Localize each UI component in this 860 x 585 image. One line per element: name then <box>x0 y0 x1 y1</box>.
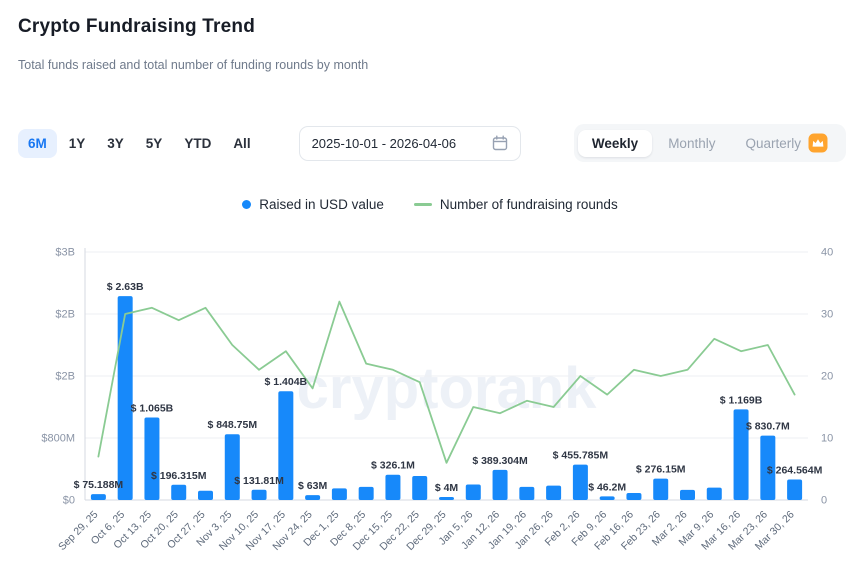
range-tab-ytd[interactable]: YTD <box>174 129 221 158</box>
bar-22[interactable] <box>680 489 695 500</box>
controls-row: 6M 1Y 3Y 5Y YTD All 2025-10-01 - 2026-04… <box>18 124 846 162</box>
chart-legend: Raised in USD value Number of fundraisin… <box>0 197 860 212</box>
bar-label-7: $ 1.404B <box>265 376 308 388</box>
y-right-tick: 0 <box>821 495 827 507</box>
range-tab-6m[interactable]: 6M <box>18 128 57 158</box>
bar-18[interactable] <box>572 464 588 500</box>
interval-tab-monthly[interactable]: Monthly <box>654 130 729 157</box>
bar-8[interactable] <box>305 495 321 500</box>
x-tick-0: Sep 29, 25 <box>56 509 101 554</box>
y-left-tick: $2B <box>55 309 75 321</box>
y-left-tick: $800M <box>41 433 75 445</box>
bar-label-11: $ 326.1M <box>371 460 415 472</box>
bar-12[interactable] <box>412 475 428 500</box>
range-tab-1y[interactable]: 1Y <box>59 129 96 158</box>
legend-label-rounds: Number of fundraising rounds <box>439 197 618 212</box>
legend-item-rounds: Number of fundraising rounds <box>413 197 618 212</box>
interval-tabs: Weekly Monthly Quarterly <box>573 124 846 162</box>
time-range-tabs: 6M 1Y 3Y 5Y YTD All <box>18 128 261 158</box>
bar-label-0: $ 75.188M <box>74 479 124 491</box>
bar-24[interactable] <box>733 409 749 500</box>
bar-14[interactable] <box>465 484 481 501</box>
bar-label-26: $ 264.564M <box>767 464 823 476</box>
bar-label-6: $ 131.81M <box>234 475 284 487</box>
chart-canvas[interactable]: cryptorank $0 $800M $2B $2B $3B 0 10 20 30 40 $ 75.… <box>0 238 860 585</box>
rounds-line[interactable] <box>97 300 796 464</box>
page-subtitle: Total funds raised and total number of f… <box>18 58 369 72</box>
y-left-tick: $2B <box>55 371 75 383</box>
y-left-tick: $0 <box>63 495 75 507</box>
y-left-tick: $3B <box>55 247 75 259</box>
bar-label-5: $ 848.75M <box>207 419 257 431</box>
bar-4[interactable] <box>198 490 213 500</box>
y-right-tick: 10 <box>821 433 833 445</box>
y-right-tick: 20 <box>821 371 833 383</box>
range-tab-5y[interactable]: 5Y <box>136 129 173 158</box>
bar-7[interactable] <box>278 391 294 500</box>
bar-10[interactable] <box>358 486 374 500</box>
fundraising-chart[interactable]: cryptorank $0 $800M $2B $2B $3B 0 10 20 30 40 $ 75.… <box>0 238 860 585</box>
interval-tab-quarterly[interactable]: Quarterly <box>731 127 842 159</box>
calendar-icon <box>492 135 507 151</box>
bar-19[interactable] <box>599 496 615 500</box>
interval-tab-weekly-label: Weekly <box>591 135 639 151</box>
bar-label-8: $ 63M <box>298 480 327 492</box>
bar-label-18: $ 455.785M <box>553 450 609 462</box>
bar-16[interactable] <box>519 486 535 500</box>
bar-label-15: $ 389.304M <box>472 455 528 467</box>
legend-line-rounds <box>413 203 432 206</box>
bar-6[interactable] <box>251 489 267 500</box>
interval-tab-monthly-label: Monthly <box>668 135 716 151</box>
bar-21[interactable] <box>653 478 669 500</box>
bar-11[interactable] <box>385 474 401 500</box>
bar-label-3: $ 196.315M <box>151 470 207 482</box>
date-range-picker[interactable]: 2025-10-01 - 2026-04-06 <box>298 125 521 161</box>
bar-9[interactable] <box>331 488 347 500</box>
bar-26[interactable] <box>787 479 803 500</box>
bar-0[interactable] <box>90 494 106 500</box>
bar-15[interactable] <box>492 469 508 500</box>
bar-23[interactable] <box>706 487 722 500</box>
bar-20[interactable] <box>626 493 642 500</box>
legend-label-raised: Raised in USD value <box>259 197 384 212</box>
bar-25[interactable] <box>760 435 776 500</box>
legend-item-raised: Raised in USD value <box>242 197 384 212</box>
bar-label-25: $ 830.7M <box>746 421 790 433</box>
bar-2[interactable] <box>144 417 160 500</box>
range-tab-all[interactable]: All <box>223 129 260 158</box>
bar-3[interactable] <box>171 484 187 500</box>
bar-label-24: $ 1.169B <box>720 394 763 406</box>
bar-17[interactable] <box>546 485 562 500</box>
bar-1[interactable] <box>117 296 133 500</box>
bar-label-13: $ 4M <box>435 482 459 494</box>
page-title: Crypto Fundraising Trend <box>18 16 256 37</box>
interval-tab-quarterly-label: Quarterly <box>745 135 801 151</box>
y-right-tick: 30 <box>821 309 833 321</box>
legend-dot-raised <box>242 200 252 209</box>
bar-5[interactable] <box>224 434 240 500</box>
premium-crown-icon <box>808 133 828 153</box>
range-tab-3y[interactable]: 3Y <box>97 129 134 158</box>
interval-tab-weekly[interactable]: Weekly <box>577 129 653 157</box>
date-range-value: 2025-10-01 - 2026-04-06 <box>311 135 457 151</box>
bar-label-1: $ 2.63B <box>107 281 144 293</box>
bar-label-2: $ 1.065B <box>131 402 174 414</box>
bar-13[interactable] <box>439 497 454 500</box>
bar-label-19: $ 46.2M <box>588 481 626 493</box>
watermark: cryptorank <box>297 356 598 421</box>
bar-label-21: $ 276.15M <box>636 464 686 476</box>
y-right-tick: 40 <box>821 247 833 259</box>
